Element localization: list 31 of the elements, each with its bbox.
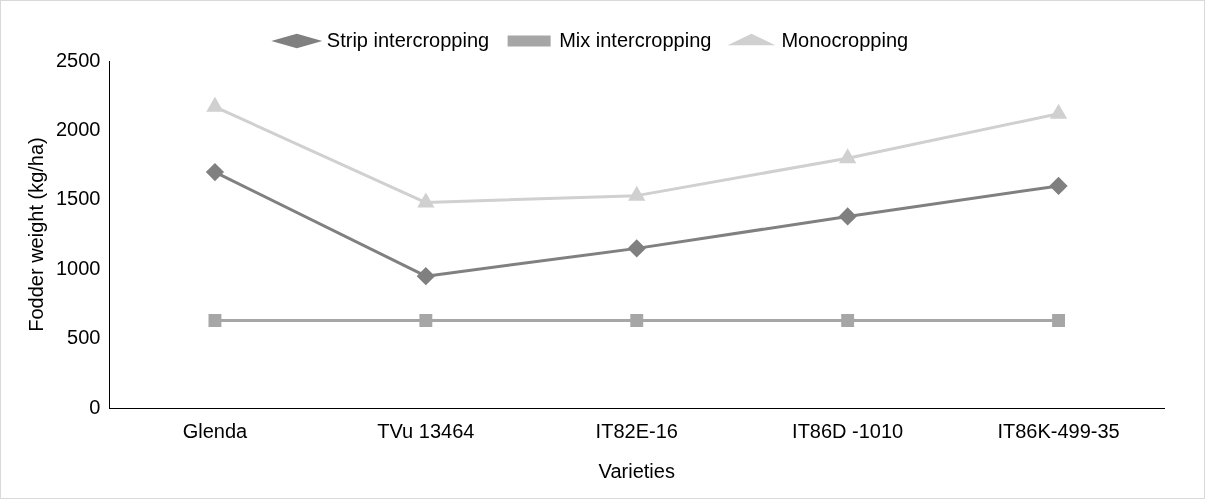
x-tick-label: IT86K-499-35 xyxy=(997,419,1120,442)
x-tick-label: TVu 13464 xyxy=(377,419,475,442)
legend-label: Strip intercropping xyxy=(326,28,490,51)
x-tick-label: Glenda xyxy=(182,419,249,442)
legend-label: Monocropping xyxy=(781,28,909,51)
point xyxy=(207,98,223,112)
point xyxy=(840,149,856,164)
point xyxy=(206,163,224,181)
point xyxy=(630,314,644,328)
y-tick-label: 1000 xyxy=(55,256,101,279)
y-axis-title: Fodder weight (kg/ha) xyxy=(24,137,47,332)
point xyxy=(1052,314,1065,328)
y-tick-label: 2500 xyxy=(55,48,101,71)
point xyxy=(417,267,435,285)
legend-label: Mix intercropping xyxy=(559,28,712,51)
point xyxy=(841,314,855,328)
point xyxy=(419,314,433,328)
y-tick-label: 500 xyxy=(67,326,101,349)
point xyxy=(1050,177,1068,195)
y-tick-label: 2000 xyxy=(55,117,101,140)
point xyxy=(629,187,645,201)
x-axis-title: Varieties xyxy=(598,459,675,482)
point xyxy=(628,239,646,257)
point xyxy=(1050,105,1067,119)
x-tick-label: IT82E-16 xyxy=(595,419,678,442)
y-tick-label: 0 xyxy=(89,395,101,418)
x-tick-label: IT86D -1010 xyxy=(792,419,904,442)
point xyxy=(208,314,222,328)
y-tick-label: 1500 xyxy=(55,187,101,210)
point xyxy=(839,207,857,225)
point xyxy=(418,194,434,208)
